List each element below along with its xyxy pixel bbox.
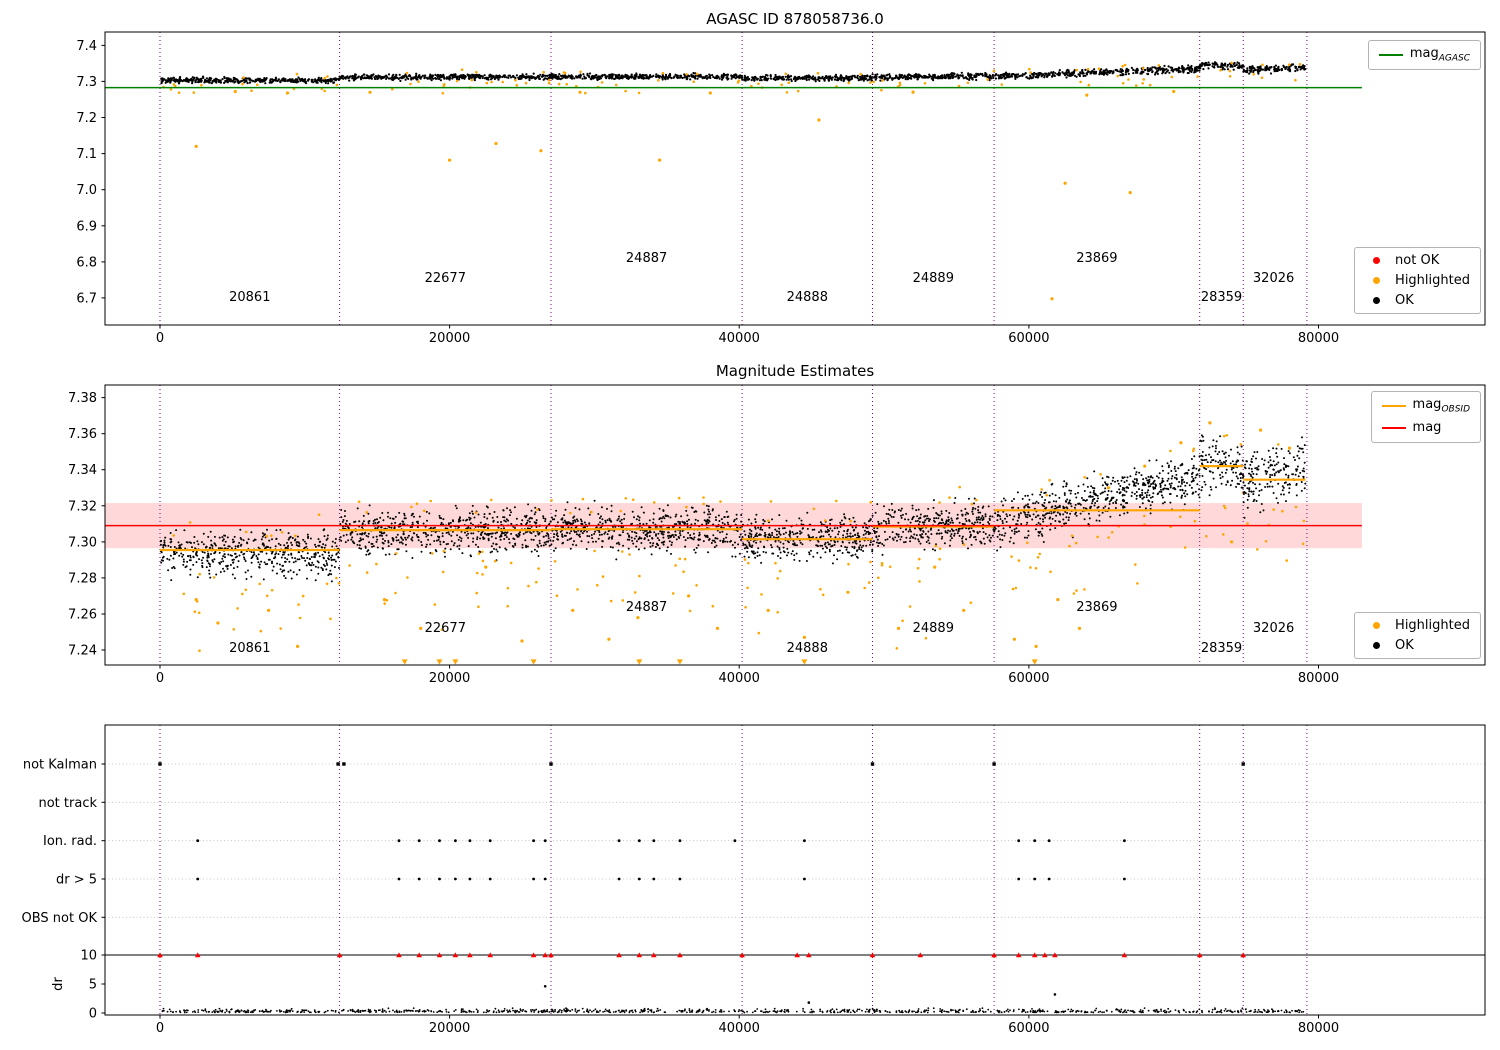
- legend-top-markers: not OK Highlighted OK: [1354, 247, 1481, 314]
- legend-item-not-ok: not OK: [1365, 253, 1470, 268]
- legend-mid-markers: Highlighted OK: [1354, 612, 1481, 659]
- legend-label-mag: mag: [1412, 419, 1442, 435]
- svg-text:7.0: 7.0: [76, 183, 97, 198]
- legend-mid-lines: magOBSID mag: [1370, 391, 1481, 444]
- svg-text:6.9: 6.9: [76, 219, 97, 234]
- legend-item-ok-mid: OK: [1365, 638, 1470, 653]
- svg-text:6.7: 6.7: [76, 291, 97, 306]
- top-plot-title: AGASC ID 878058736.0: [706, 10, 884, 28]
- legend-item-highlighted: Highlighted: [1365, 273, 1470, 288]
- legend-item-ok: OK: [1365, 293, 1470, 308]
- svg-text:80000: 80000: [1298, 331, 1339, 346]
- svg-text:24888: 24888: [787, 290, 828, 305]
- svg-text:7.4: 7.4: [76, 39, 97, 54]
- middle-plot-title: Magnitude Estimates: [715, 362, 875, 380]
- legend-label-not-ok: not OK: [1395, 253, 1440, 268]
- svg-text:24889: 24889: [913, 271, 954, 286]
- svg-text:7.1: 7.1: [76, 147, 97, 162]
- svg-text:28359: 28359: [1201, 290, 1242, 305]
- svg-text:20861: 20861: [229, 290, 270, 305]
- svg-text:7.3: 7.3: [76, 75, 97, 90]
- svg-text:24887: 24887: [626, 251, 667, 266]
- legend-item-mag-obsid: magOBSID: [1381, 397, 1470, 415]
- highlighted-marker-swatch: [1373, 277, 1381, 284]
- legend-label-highlighted-mid: Highlighted: [1395, 618, 1470, 633]
- legend-item-mag-agasc: magAGASC: [1378, 46, 1470, 64]
- legend-mag-agasc: magAGASC: [1367, 40, 1481, 70]
- legend-label-ok-mid: OK: [1395, 638, 1414, 653]
- svg-text:22677: 22677: [425, 271, 466, 286]
- legend-label-highlighted: Highlighted: [1395, 273, 1470, 288]
- generated-plot-graphics: 20861 22677 24887 24888 24889 23869 28359 32026…: [22, 31, 1486, 1036]
- svg-text:60000: 60000: [1008, 331, 1049, 346]
- ok-marker-swatch: [1373, 642, 1381, 649]
- legend-label-mag-agasc: magAGASC: [1409, 46, 1470, 64]
- not-ok-marker-swatch: [1373, 257, 1381, 264]
- svg-text:6.8: 6.8: [76, 255, 97, 270]
- mag-agasc-line-swatch: [1378, 53, 1403, 56]
- highlighted-marker-swatch: [1373, 622, 1381, 629]
- svg-text:32026: 32026: [1253, 271, 1294, 286]
- svg-text:7.2: 7.2: [76, 111, 97, 126]
- legend-label-mag-obsid: magOBSID: [1412, 397, 1470, 415]
- legend-item-highlighted-mid: Highlighted: [1365, 618, 1470, 633]
- svg-text:23869: 23869: [1076, 251, 1117, 266]
- svg-text:40000: 40000: [719, 331, 760, 346]
- ok-marker-swatch: [1373, 297, 1381, 304]
- svg-text:0: 0: [156, 331, 164, 346]
- mag-line-swatch: [1381, 427, 1406, 430]
- legend-label-ok: OK: [1395, 293, 1414, 308]
- svg-text:20000: 20000: [429, 331, 470, 346]
- legend-item-mag: mag: [1381, 419, 1470, 438]
- mag-obsid-line-swatch: [1381, 404, 1406, 407]
